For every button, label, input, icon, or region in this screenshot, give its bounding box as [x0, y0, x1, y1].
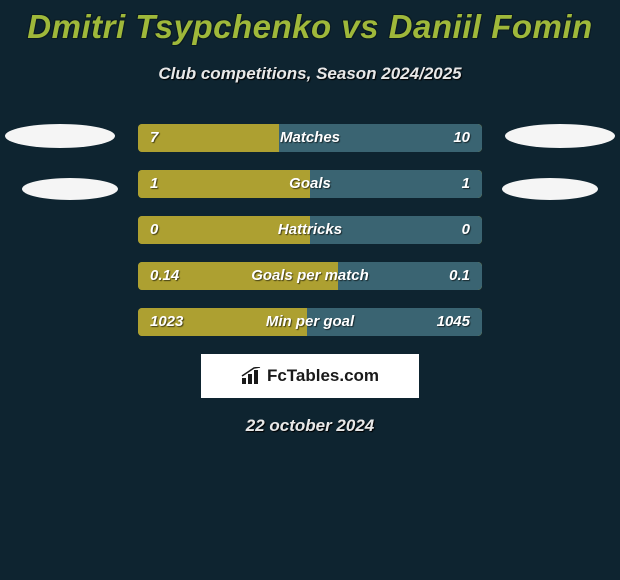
brand-text: FcTables.com [267, 366, 379, 386]
stat-value-left: 1023 [150, 308, 183, 336]
stat-value-right: 1045 [437, 308, 470, 336]
comparison-chart: Matches7 10 Goals1 1 Hattricks0 0 Goals per ma… [0, 124, 620, 336]
stat-bars-container: Matches7 10 Goals1 1 Hattricks0 0 Goals per ma… [138, 124, 482, 336]
stat-value-right: 0 [462, 216, 470, 244]
player2-club-placeholder [502, 178, 598, 200]
stat-label: Goals [138, 170, 482, 198]
stat-row: Matches7 10 [138, 124, 482, 152]
comparison-title: Dmitri Tsypchenko vs Daniil Fomin [0, 0, 620, 46]
stat-label: Matches [138, 124, 482, 152]
stat-row: Goals per match0.14 0.1 [138, 262, 482, 290]
stat-value-right: 0.1 [449, 262, 470, 290]
stat-value-left: 0 [150, 216, 158, 244]
stat-value-left: 1 [150, 170, 158, 198]
stat-value-right: 1 [462, 170, 470, 198]
stat-label: Min per goal [138, 308, 482, 336]
season-subtitle: Club competitions, Season 2024/2025 [0, 64, 620, 84]
player2-avatar-placeholder [505, 124, 615, 148]
stat-label: Goals per match [138, 262, 482, 290]
stat-label: Hattricks [138, 216, 482, 244]
brand-footer: FcTables.com [201, 354, 419, 398]
snapshot-date: 22 october 2024 [0, 416, 620, 436]
stat-value-left: 0.14 [150, 262, 179, 290]
stat-row: Goals1 1 [138, 170, 482, 198]
stat-row: Min per goal1023 1045 [138, 308, 482, 336]
stat-value-left: 7 [150, 124, 158, 152]
stat-row: Hattricks0 0 [138, 216, 482, 244]
stat-value-right: 10 [453, 124, 470, 152]
player1-avatar-placeholder [5, 124, 115, 148]
bar-chart-icon [241, 367, 263, 385]
player1-club-placeholder [22, 178, 118, 200]
fctables-logo: FcTables.com [241, 366, 379, 386]
